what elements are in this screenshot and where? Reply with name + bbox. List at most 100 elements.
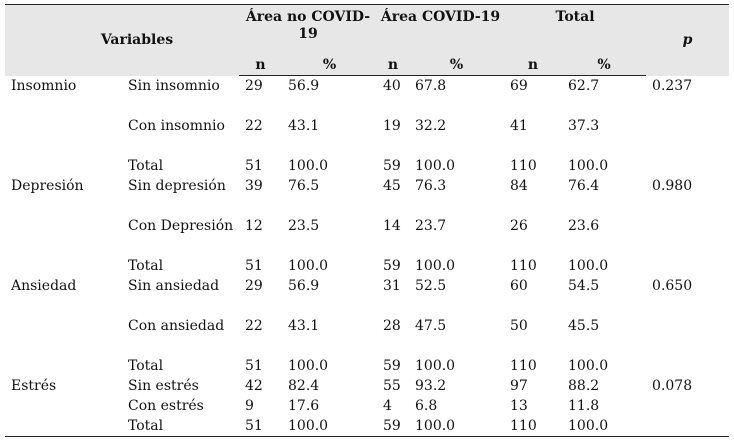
cell-n-no-covid: 29 xyxy=(245,78,263,94)
cell-pct-no-covid: 56.9 xyxy=(288,277,320,294)
cell-n-covid: 19 xyxy=(383,117,401,134)
cell-variable xyxy=(5,116,122,156)
cell-n-covid: 59 xyxy=(377,415,409,437)
cell-p-value: 0.650 xyxy=(652,277,693,294)
header-pct-2: % xyxy=(409,56,505,76)
table-row: Estrés Sin estrés 42 82.4 55 93.2 97 88.2 0.078 xyxy=(5,376,729,396)
cell-pct-covid: 76.3 xyxy=(415,177,447,194)
cell-n-total: 69 xyxy=(510,78,528,94)
table-row: Insomnio Sin insomnio 29 56.9 40 67.8 69 62.7 0.… xyxy=(5,76,729,116)
cell-pct-total: 76.4 xyxy=(568,177,600,194)
cell-n-total: 60 xyxy=(510,277,528,294)
header-pct-1: % xyxy=(282,56,377,76)
table-row: Con ansiedad 22 43.1 28 47.5 50 45.5 xyxy=(5,316,729,356)
cell-pct-total: 37.3 xyxy=(568,117,600,134)
cell-subcategory: Sin ansiedad xyxy=(128,277,220,294)
cell-n-no-covid: 51 xyxy=(245,257,263,274)
cell-pct-total: 88.2 xyxy=(568,377,600,394)
table-row: Con insomnio 22 43.1 19 32.2 41 37.3 xyxy=(5,116,729,156)
cell-n-total: 26 xyxy=(510,217,528,234)
cell-n-no-covid: 22 xyxy=(245,117,263,134)
cell-pct-no-covid: 56.9 xyxy=(288,78,320,94)
cell-n-covid: 31 xyxy=(383,277,401,294)
header-pct-3: % xyxy=(562,56,647,76)
cell-n-covid: 14 xyxy=(383,217,401,234)
cell-subcategory: Total xyxy=(128,257,164,274)
cell-pct-no-covid: 100.0 xyxy=(288,257,329,274)
cell-variable xyxy=(5,356,122,376)
cell-variable xyxy=(5,316,122,356)
cell-variable: Insomnio xyxy=(11,77,77,94)
cell-n-no-covid: 51 xyxy=(245,157,263,174)
cell-n-total: 110 xyxy=(510,357,537,374)
cell-subcategory: Total xyxy=(128,357,164,374)
cell-p-value xyxy=(646,216,729,256)
cell-p-value xyxy=(646,396,729,416)
cell-n-covid: 4 xyxy=(383,397,392,414)
cell-subcategory: Sin insomnio xyxy=(128,77,220,94)
cell-pct-total: 100.0 xyxy=(562,415,647,437)
cell-variable xyxy=(5,415,122,437)
cell-subcategory: Con ansiedad xyxy=(128,317,225,334)
header-n-1: n xyxy=(239,56,282,76)
cell-variable xyxy=(5,156,122,176)
header-variables: Variables xyxy=(5,4,239,76)
cell-subcategory: Total xyxy=(122,415,239,437)
cell-n-no-covid: 9 xyxy=(245,397,254,414)
cell-n-no-covid: 51 xyxy=(239,415,282,437)
cell-n-no-covid: 12 xyxy=(245,217,263,234)
cell-pct-total: 62.7 xyxy=(568,78,600,94)
cell-variable xyxy=(5,216,122,256)
cell-pct-no-covid: 43.1 xyxy=(288,317,320,334)
cell-pct-total: 100.0 xyxy=(568,157,609,174)
cell-p-value: 0.980 xyxy=(652,177,693,194)
cell-subcategory: Con insomnio xyxy=(128,117,225,134)
results-table: Variables Área no COVID-19 Área COVID-19… xyxy=(5,4,730,437)
cell-pct-covid: 93.2 xyxy=(415,377,447,394)
header-n-2: n xyxy=(377,56,409,76)
cell-pct-covid: 52.5 xyxy=(415,277,447,294)
cell-n-covid: 28 xyxy=(383,317,401,334)
cell-variable: Ansiedad xyxy=(11,277,77,294)
header-p-value: p xyxy=(646,4,730,76)
cell-n-no-covid: 22 xyxy=(245,317,263,334)
header-area-no-covid: Área no COVID-19 xyxy=(239,4,377,56)
cell-pct-covid: 100.0 xyxy=(415,157,456,174)
cell-pct-total: 100.0 xyxy=(568,257,609,274)
cell-n-covid: 59 xyxy=(383,157,401,174)
cell-pct-total: 100.0 xyxy=(568,357,609,374)
cell-n-total: 97 xyxy=(510,377,528,394)
cell-subcategory: Total xyxy=(128,157,164,174)
cell-variable xyxy=(5,256,122,276)
header-area-covid: Área COVID-19 xyxy=(377,4,505,56)
table-row: Ansiedad Sin ansiedad 29 56.9 31 52.5 60 54.5 0.… xyxy=(5,276,729,316)
cell-n-no-covid: 51 xyxy=(245,357,263,374)
cell-n-covid: 55 xyxy=(383,377,401,394)
cell-p-value xyxy=(646,415,730,437)
table-body: Insomnio Sin insomnio 29 56.9 40 67.8 69 62.7 0.… xyxy=(5,76,730,437)
table-row: Con estrés 9 17.6 4 6.8 13 11.8 xyxy=(5,396,729,416)
cell-subcategory: Sin depresión xyxy=(128,177,226,194)
cell-pct-covid: 100.0 xyxy=(409,415,505,437)
cell-pct-covid: 67.8 xyxy=(415,78,447,94)
cell-subcategory: Con Depresión xyxy=(128,217,234,234)
cell-n-no-covid: 29 xyxy=(245,277,263,294)
cell-n-covid: 59 xyxy=(383,257,401,274)
cell-pct-covid: 47.5 xyxy=(415,317,447,334)
header-n-3: n xyxy=(504,56,563,76)
cell-pct-covid: 23.7 xyxy=(415,217,447,234)
cell-pct-no-covid: 76.5 xyxy=(288,177,320,194)
cell-n-total: 50 xyxy=(510,317,528,334)
header-row-groups: Variables Área no COVID-19 Área COVID-19… xyxy=(5,4,730,76)
cell-n-covid: 40 xyxy=(383,78,401,94)
cell-pct-covid: 100.0 xyxy=(415,357,456,374)
cell-n-total: 110 xyxy=(504,415,563,437)
cell-n-no-covid: 39 xyxy=(245,177,263,194)
table-row: Depresión Sin depresión 39 76.5 45 76.3 84 76.4… xyxy=(5,176,729,216)
header-total: Total xyxy=(504,4,647,56)
table-row: Total 51 100.0 59 100.0 110 100.0 xyxy=(5,415,730,437)
cell-p-value xyxy=(646,116,729,156)
cell-pct-no-covid: 43.1 xyxy=(288,117,320,134)
table-row: Total 51 100.0 59 100.0 110 100.0 xyxy=(5,256,729,276)
cell-n-total: 41 xyxy=(510,117,528,134)
